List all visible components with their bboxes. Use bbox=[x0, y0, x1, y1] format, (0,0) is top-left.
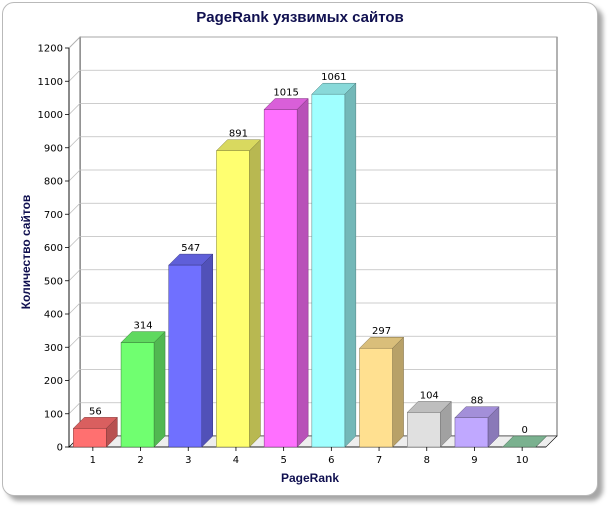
bar-side bbox=[296, 97, 309, 448]
gridline bbox=[68, 202, 557, 215]
bar bbox=[407, 412, 441, 448]
y-tick-label: 700 bbox=[44, 210, 63, 221]
bar-value-label: 1015 bbox=[273, 88, 298, 99]
bar bbox=[120, 342, 155, 448]
x-axis-label: PageRank bbox=[281, 471, 339, 485]
y-tick-label: 300 bbox=[44, 343, 63, 354]
bar bbox=[454, 417, 489, 448]
gridline bbox=[68, 302, 557, 315]
y-tick-label: 1200 bbox=[38, 44, 63, 55]
bar-side bbox=[201, 253, 213, 448]
x-tick-label: 5 bbox=[280, 455, 286, 466]
x-tick-label: 3 bbox=[185, 455, 191, 466]
bar-top bbox=[502, 435, 548, 448]
x-tick-label: 7 bbox=[376, 455, 382, 466]
y-tick-label: 800 bbox=[44, 177, 63, 188]
bar-side bbox=[392, 336, 404, 448]
bar-value-label: 891 bbox=[229, 129, 248, 140]
gridline bbox=[68, 103, 557, 115]
bar bbox=[311, 93, 346, 448]
bar-side bbox=[344, 82, 357, 448]
gridline bbox=[68, 335, 557, 348]
bar-value-label: 297 bbox=[372, 326, 391, 337]
bar-value-label: 88 bbox=[471, 396, 484, 407]
gridline bbox=[68, 269, 557, 282]
bar bbox=[73, 428, 107, 448]
y-tick-label: 500 bbox=[44, 276, 63, 287]
y-tick-label: 1000 bbox=[38, 110, 63, 121]
y-tick-label: 100 bbox=[44, 409, 63, 420]
gridline bbox=[68, 169, 557, 182]
chart-title: PageRank уязвимых сайтов bbox=[196, 9, 404, 26]
x-tick-label: 10 bbox=[516, 455, 529, 466]
y-tick-label: 600 bbox=[44, 243, 63, 254]
y-tick-label: 1100 bbox=[38, 77, 63, 88]
bar-side bbox=[153, 330, 166, 448]
bar bbox=[359, 347, 393, 448]
gridline bbox=[68, 136, 557, 149]
gridline bbox=[68, 236, 557, 248]
gridline bbox=[68, 36, 557, 49]
bar bbox=[168, 264, 202, 448]
bar-value-label: 104 bbox=[420, 390, 439, 401]
bar-value-label: 314 bbox=[134, 321, 153, 332]
plot-area: 0100200300400500600700800900100011001200… bbox=[38, 36, 558, 466]
bar-side bbox=[249, 139, 261, 448]
y-tick-label: 400 bbox=[44, 310, 63, 321]
y-tick-label: 0 bbox=[57, 443, 63, 454]
bar bbox=[263, 109, 298, 448]
x-tick-label: 9 bbox=[471, 455, 477, 466]
y-axis-label: Количество сайтов bbox=[19, 195, 33, 310]
gridline bbox=[68, 69, 557, 82]
x-tick-label: 2 bbox=[137, 455, 143, 466]
bar-value-label: 0 bbox=[521, 425, 527, 436]
x-tick-label: 8 bbox=[424, 455, 430, 466]
x-tick-label: 6 bbox=[328, 455, 334, 466]
bar bbox=[216, 150, 250, 448]
bar-value-label: 1061 bbox=[321, 72, 346, 83]
y-tick-label: 900 bbox=[44, 143, 63, 154]
x-tick-label: 1 bbox=[90, 455, 96, 466]
x-tick-label: 4 bbox=[233, 455, 239, 466]
y-tick-label: 200 bbox=[44, 376, 63, 387]
bar-value-label: 547 bbox=[181, 243, 200, 254]
bar-value-label: 56 bbox=[89, 406, 102, 417]
